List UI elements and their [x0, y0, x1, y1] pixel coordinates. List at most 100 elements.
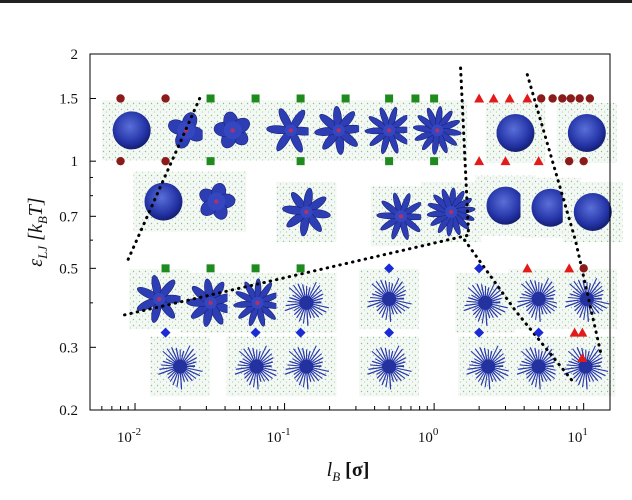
square-marker	[206, 157, 215, 166]
y-axis-title-main: ε	[25, 259, 47, 267]
globule-shape	[573, 192, 612, 231]
circle-marker	[161, 94, 170, 103]
y-tick-label: 1.5	[59, 91, 78, 107]
circle-marker	[536, 94, 546, 103]
snapshot-flower	[276, 181, 337, 242]
x-tick-label: 100	[418, 426, 439, 446]
snapshot-brush	[276, 272, 337, 333]
diamond-marker	[160, 327, 171, 338]
circle-marker	[566, 94, 575, 103]
diamond-marker	[474, 263, 485, 274]
circle-marker	[116, 156, 125, 166]
flower-center	[304, 209, 309, 215]
x-tick-label: 10-2	[117, 426, 141, 446]
triangle-marker	[474, 93, 485, 103]
globule-shape	[486, 186, 525, 225]
y-tick-label: 0.3	[59, 340, 78, 356]
circle-marker	[116, 94, 125, 103]
globule-shape	[144, 182, 183, 221]
x-axis-title-unit: [σ]	[340, 459, 369, 481]
flower-center	[156, 296, 162, 302]
snapshot-brush	[555, 336, 616, 397]
y-tick-label: 0.5	[59, 261, 78, 277]
snapshot-flower	[308, 100, 369, 161]
snapshot-flower	[180, 272, 241, 333]
brush-core	[531, 292, 546, 307]
snapshot-globule	[101, 100, 162, 161]
brush-core	[478, 295, 493, 310]
globule-shape	[112, 111, 151, 150]
brush-core	[299, 359, 314, 374]
triangle-marker	[522, 93, 533, 103]
circle-marker	[579, 264, 588, 273]
snapshot-flower	[202, 100, 263, 161]
y-axis-title-sub: LJ	[35, 245, 50, 260]
brush-core	[173, 359, 188, 374]
flower-center	[208, 300, 213, 306]
square-marker	[251, 264, 260, 273]
diamond-marker	[250, 327, 261, 338]
flower-center	[255, 300, 260, 306]
phase-boundary-line	[525, 73, 603, 355]
x-tick-label: 10-1	[266, 426, 290, 446]
flower-center	[386, 128, 392, 133]
brush-core	[382, 359, 397, 374]
flower-center	[288, 128, 293, 133]
circle-marker	[548, 94, 557, 103]
snapshot-flower	[129, 269, 190, 330]
triangle-marker	[564, 263, 575, 273]
brush-core	[249, 359, 264, 374]
triangle-marker	[474, 156, 485, 166]
square-marker	[385, 94, 394, 103]
y-axis-title-open: [k	[25, 223, 47, 246]
circle-marker	[575, 94, 584, 103]
marker-layer	[116, 93, 595, 362]
y-tick-label: 1	[71, 154, 79, 170]
phase-boundary-line	[463, 238, 575, 384]
brush-core	[578, 359, 593, 374]
diamond-marker	[474, 327, 485, 338]
boundary-layer	[123, 64, 603, 384]
triangle-marker	[577, 352, 588, 362]
x-axis-title: lB [σ]	[327, 459, 370, 484]
square-marker	[296, 94, 305, 103]
y-tick-label: 0.7	[59, 209, 78, 225]
triangle-marker	[569, 327, 580, 337]
phase-boundary-line	[126, 91, 204, 261]
snapshot-flower	[407, 100, 468, 161]
square-marker	[341, 94, 350, 103]
snapshot-globule	[485, 102, 546, 163]
snapshot-brush	[359, 269, 420, 330]
triangle-marker	[522, 263, 533, 273]
flower-center	[336, 128, 341, 133]
brush-core	[299, 295, 314, 310]
square-marker	[430, 157, 439, 166]
square-marker	[385, 157, 394, 166]
snapshot-brush	[276, 336, 337, 397]
y-tick-label: 0.2	[59, 403, 78, 419]
plot-frame	[89, 53, 611, 411]
triangle-marker	[488, 93, 499, 103]
snapshot-brush	[359, 336, 420, 397]
circle-marker	[558, 94, 567, 103]
triangle-marker	[577, 327, 588, 337]
square-marker	[296, 264, 305, 273]
square-marker	[296, 157, 305, 166]
brush-core	[579, 292, 594, 307]
square-marker	[161, 264, 170, 273]
snapshot-flower	[421, 181, 482, 242]
diamond-marker	[533, 327, 544, 338]
circle-marker	[564, 156, 574, 166]
triangle-marker	[504, 93, 515, 103]
circle-marker	[161, 156, 170, 166]
square-marker	[251, 94, 260, 103]
y-axis-title-close: T]	[25, 197, 47, 216]
flower-center	[448, 209, 454, 215]
x-tick-label: 101	[567, 426, 588, 446]
globule-shape	[531, 188, 570, 227]
snapshot-globule	[562, 181, 623, 242]
flower-center	[230, 128, 235, 133]
diamond-marker	[384, 327, 395, 338]
x-axis-title-sub: B	[332, 469, 340, 484]
